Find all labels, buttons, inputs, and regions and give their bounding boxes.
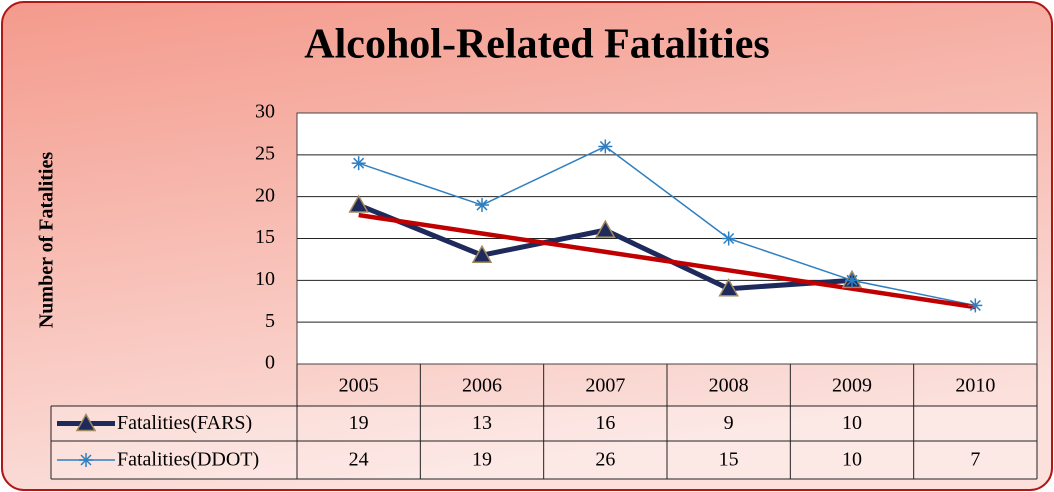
- y-tick-label: 30: [255, 101, 275, 123]
- point: [968, 298, 983, 313]
- marker-stroke: [599, 140, 611, 152]
- legend-label: Fatalities(DDOT): [117, 449, 259, 471]
- point: [845, 273, 859, 288]
- x-tick-label: 2006: [462, 375, 502, 397]
- y-tick-label: 20: [255, 184, 275, 206]
- point: [598, 139, 613, 154]
- chart-title: Alcohol-Related Fatalities: [304, 22, 769, 68]
- table-value: 19: [349, 412, 369, 434]
- legend-marker: [79, 453, 93, 467]
- marker-stroke: [353, 157, 365, 169]
- legend-label: Fatalities(FARS): [117, 412, 252, 434]
- x-tick-label: 2007: [585, 375, 625, 397]
- marker-stroke: [80, 454, 92, 466]
- table-value: 7: [970, 449, 980, 471]
- table-value: 24: [349, 449, 369, 471]
- point: [348, 194, 369, 213]
- marker-stroke: [846, 274, 858, 286]
- x-tick-label: 2010: [955, 375, 995, 397]
- table-value: 13: [472, 412, 492, 434]
- x-tick-label: 2005: [339, 375, 379, 397]
- table-value: 10: [842, 449, 862, 471]
- marker-stroke: [723, 232, 735, 245]
- table-value: 26: [595, 449, 615, 471]
- point: [595, 219, 616, 238]
- point: [471, 244, 493, 263]
- x-tick-label: 2009: [832, 375, 872, 397]
- table-value: 15: [719, 449, 739, 471]
- point: [718, 278, 739, 297]
- series-line: [358, 145, 976, 307]
- marker-stroke: [476, 199, 488, 211]
- point: [721, 231, 736, 246]
- y-tick-label: 0: [265, 352, 275, 374]
- table-value: 16: [595, 412, 615, 434]
- point: [475, 198, 489, 213]
- y-axis-label: Number of Fatalities: [36, 152, 58, 328]
- table-value: 10: [842, 412, 862, 434]
- marker-stroke: [969, 299, 981, 311]
- x-tick-label: 2008: [709, 375, 749, 397]
- point: [351, 156, 366, 171]
- y-tick-label: 10: [255, 268, 275, 290]
- trend-line: [358, 212, 976, 310]
- table-value: 19: [472, 449, 492, 471]
- y-tick-label: 5: [265, 310, 275, 332]
- table-value: 9: [724, 412, 734, 434]
- y-tick-label: 15: [255, 226, 275, 248]
- legend-marker: [75, 412, 97, 432]
- y-tick-label: 25: [255, 142, 275, 164]
